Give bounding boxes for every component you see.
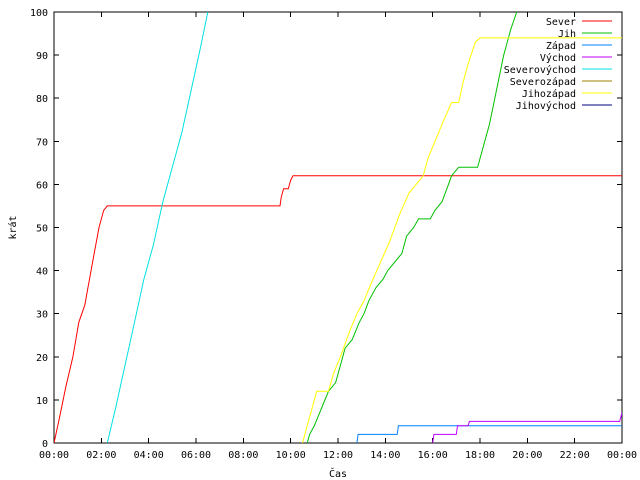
y-tick-label: 70 [36, 137, 48, 148]
series-layer [54, 12, 622, 443]
legend-label: Východ [540, 52, 576, 64]
x-tick-label: 02:00 [86, 450, 116, 461]
legend-label: Severovýchod [504, 64, 576, 76]
series-line-5 [106, 12, 209, 443]
y-tick-label: 100 [30, 8, 48, 19]
x-tick-label: 04:00 [134, 450, 164, 461]
x-tick-label: 06:00 [181, 450, 211, 461]
x-tick-label: 22:00 [560, 450, 590, 461]
x-tick-label: 18:00 [465, 450, 495, 461]
y-tick-label: 60 [36, 180, 48, 191]
x-tick-label: 00:00 [607, 450, 637, 461]
x-tick-label: 16:00 [418, 450, 448, 461]
y-tick-label: 20 [36, 353, 48, 364]
y-axis-label: krát [7, 215, 19, 239]
legend-label: Západ [546, 40, 576, 52]
legend-label: Jihozápad [522, 88, 576, 100]
series-line-1 [54, 175, 622, 443]
x-axis-ticks: 00:00 02:00 04:00 06:00 08:00 10:00 12:00 14:00… [39, 12, 637, 461]
x-tick-label: 00:00 [39, 450, 69, 461]
y-tick-label: 40 [36, 267, 48, 278]
y-axis-ticks: 0 10 20 30 40 50 60 70 80 90 100 [30, 8, 622, 450]
series-line-2 [306, 12, 518, 443]
y-tick-label: 0 [42, 439, 48, 450]
y-tick-label: 80 [36, 94, 48, 105]
y-tick-label: 10 [36, 396, 48, 407]
x-tick-label: 12:00 [323, 450, 353, 461]
x-axis-label: Čas [329, 467, 347, 480]
series-line-4 [432, 412, 622, 443]
legend-label: Sever [546, 17, 576, 28]
legend: SeverJihZápadVýchodSeverovýchodSeverozáp… [504, 17, 612, 112]
y-tick-label: 90 [36, 51, 48, 62]
legend-label: Severozápad [510, 76, 576, 88]
series-line-7 [302, 37, 622, 443]
y-tick-label: 30 [36, 310, 48, 321]
x-tick-label: 10:00 [276, 450, 306, 461]
legend-label: Jih [558, 29, 576, 40]
legend-label: Jihovýchod [516, 100, 576, 112]
x-tick-label: 20:00 [512, 450, 542, 461]
x-tick-label: 08:00 [228, 450, 258, 461]
y-tick-label: 50 [36, 224, 48, 235]
x-tick-label: 14:00 [370, 450, 400, 461]
series-line-3 [356, 425, 622, 443]
